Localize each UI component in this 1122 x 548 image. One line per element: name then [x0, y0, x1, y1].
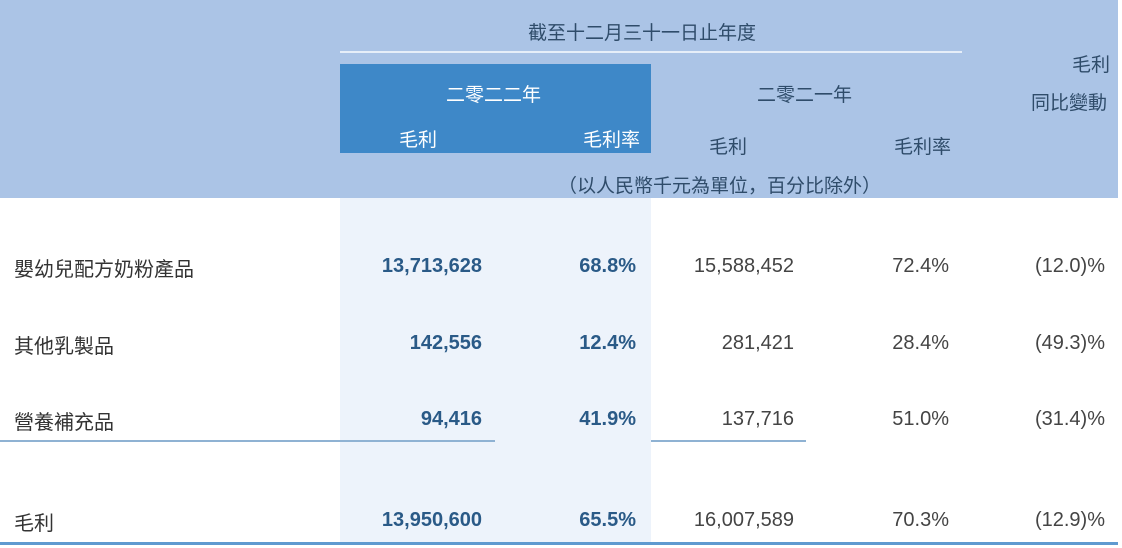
gp-2021-value: 15,588,452	[693, 255, 794, 277]
period-heading: 截至十二月三十一日止年度	[528, 22, 757, 44]
total-yoy: (12.9)%	[1034, 509, 1105, 531]
gm-2022-value: 68.8%	[579, 255, 636, 277]
current-year-column-highlight	[340, 198, 651, 544]
gp-2021-heading: 毛利	[709, 136, 748, 158]
gm-2021-value: 28.4%	[892, 332, 949, 354]
table-bottom-rule	[0, 542, 1118, 545]
total-gp-2021: 16,007,589	[693, 509, 794, 531]
row-label: 營養補充品	[14, 410, 114, 434]
gm-2022-value: 41.9%	[579, 408, 636, 430]
subtotal-rule-2022	[0, 440, 495, 442]
gm-2022-value: 12.4%	[579, 332, 636, 354]
gp-2022-heading: 毛利	[399, 129, 438, 151]
total-gm-2021: 70.3%	[892, 509, 949, 531]
gp-2021-value: 137,716	[721, 408, 794, 430]
row-label: 嬰幼兒配方奶粉產品	[14, 257, 194, 281]
year-2022-header-box	[340, 64, 651, 153]
gm-2022-heading: 毛利率	[583, 129, 641, 151]
yoy-value: (31.4)%	[1034, 408, 1105, 430]
row-label: 其他乳製品	[14, 334, 114, 358]
period-divider	[340, 51, 962, 53]
total-gp-2022: 13,950,600	[381, 509, 482, 531]
yoy-heading-line2: 同比變動	[1031, 92, 1108, 114]
gp-2021-value: 281,421	[721, 332, 794, 354]
yoy-heading-line1: 毛利	[1072, 54, 1111, 76]
subtotal-rule-2021	[651, 440, 806, 442]
year-2022-heading: 二零二二年	[446, 84, 542, 106]
yoy-value: (49.3)%	[1034, 332, 1105, 354]
gm-2021-heading: 毛利率	[894, 136, 952, 158]
year-2021-heading: 二零二一年	[757, 84, 853, 106]
gp-2022-value: 142,556	[409, 332, 482, 354]
total-label: 毛利	[14, 511, 54, 535]
gm-2021-value: 72.4%	[892, 255, 949, 277]
gp-2022-value: 13,713,628	[381, 255, 482, 277]
unit-note: （以人民幣千元為單位，百分比除外）	[558, 175, 882, 197]
gm-2021-value: 51.0%	[892, 408, 949, 430]
total-gm-2022: 65.5%	[579, 509, 636, 531]
yoy-value: (12.0)%	[1034, 255, 1105, 277]
gp-2022-value: 94,416	[420, 408, 482, 430]
